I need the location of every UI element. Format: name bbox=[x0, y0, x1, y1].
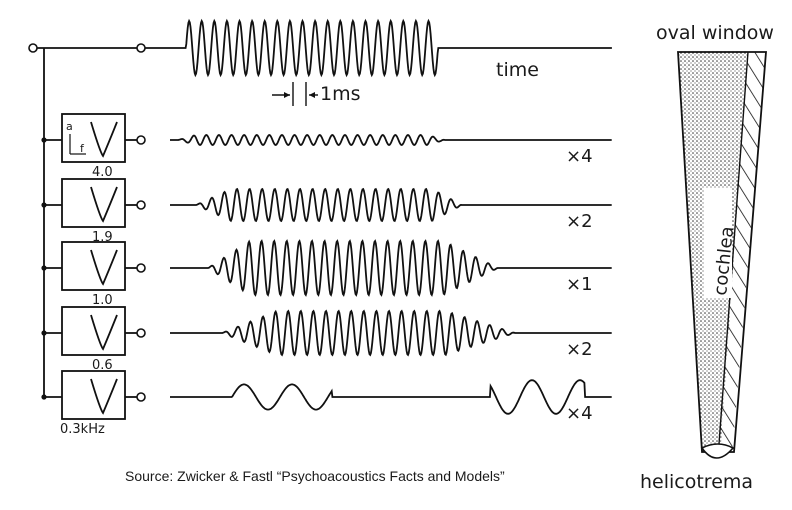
filter-freq-label: 4.0 bbox=[92, 165, 113, 180]
gain-multiplier-label: ×4 bbox=[566, 403, 593, 424]
source-caption: Source: Zwicker & Fastl “Psychoacoustics… bbox=[125, 468, 505, 484]
helicotrema-label: helicotrema bbox=[640, 471, 753, 493]
cochlea-label-bg bbox=[704, 188, 732, 298]
input-terminal-right bbox=[136, 43, 146, 53]
output-terminal bbox=[136, 135, 146, 145]
cochlea-diagram: oval window cochlea helicotrema bbox=[640, 22, 774, 493]
axis-f-label: f bbox=[80, 142, 85, 155]
period-marker: 1ms bbox=[272, 82, 361, 106]
bus-junction bbox=[41, 394, 47, 400]
cochlea-outline bbox=[677, 51, 767, 453]
filter-box bbox=[61, 306, 126, 356]
filter-output-waveform bbox=[170, 187, 612, 223]
helicotrema-tip bbox=[700, 443, 735, 459]
tuning-curve-icon bbox=[90, 378, 118, 415]
output-terminal bbox=[136, 263, 146, 273]
input-waveform bbox=[145, 18, 612, 78]
gain-multiplier-label: ×4 bbox=[566, 146, 593, 167]
cochlea-partition bbox=[718, 51, 749, 445]
bus-junction bbox=[41, 202, 47, 208]
output-terminal bbox=[136, 328, 146, 338]
bus-junction bbox=[41, 330, 47, 336]
tuning-curve-icon bbox=[90, 314, 118, 351]
filter-row: af 4.0 ×4 bbox=[41, 113, 612, 180]
filter-output-waveform bbox=[170, 239, 612, 297]
filter-rows: af 4.0 ×4 1.9×2 1.0 ×1 0.6 ×2 0.3kHz ×4 bbox=[41, 113, 612, 437]
input-terminal bbox=[28, 43, 38, 53]
tuning-curve-icon bbox=[90, 249, 118, 286]
tuning-curve-icon bbox=[90, 121, 118, 158]
filter-freq-label: 0.3kHz bbox=[60, 422, 105, 437]
filter-freq-label: 1.0 bbox=[92, 293, 113, 308]
oval-window-label: oval window bbox=[656, 22, 774, 44]
filter-output-waveform bbox=[170, 134, 612, 147]
filter-box bbox=[61, 370, 126, 420]
axis-a-label: a bbox=[66, 120, 73, 133]
gain-multiplier-label: ×1 bbox=[566, 274, 593, 295]
filter-box bbox=[61, 241, 126, 291]
output-terminal bbox=[136, 200, 146, 210]
time-label: time bbox=[496, 59, 539, 81]
filter-box bbox=[61, 178, 126, 228]
period-label: 1ms bbox=[320, 83, 361, 105]
cochlea-hatched-wall bbox=[718, 52, 766, 455]
filter-row: 1.0 ×1 bbox=[41, 239, 612, 308]
filter-freq-label: 0.6 bbox=[92, 358, 113, 373]
filter-row: 0.3kHz ×4 bbox=[41, 370, 612, 437]
output-terminal bbox=[136, 392, 146, 402]
filter-row: 1.9×2 bbox=[41, 178, 612, 245]
bus-junction bbox=[41, 137, 47, 143]
gain-multiplier-label: ×2 bbox=[566, 339, 593, 360]
input-row: time 1ms bbox=[28, 18, 612, 106]
filter-row: 0.6 ×2 bbox=[41, 306, 612, 373]
bus-junction bbox=[41, 265, 47, 271]
filter-output-waveform bbox=[170, 309, 612, 357]
gain-multiplier-label: ×2 bbox=[566, 211, 593, 232]
filter-output-waveform bbox=[170, 379, 612, 415]
tuning-curve-icon bbox=[90, 186, 118, 223]
